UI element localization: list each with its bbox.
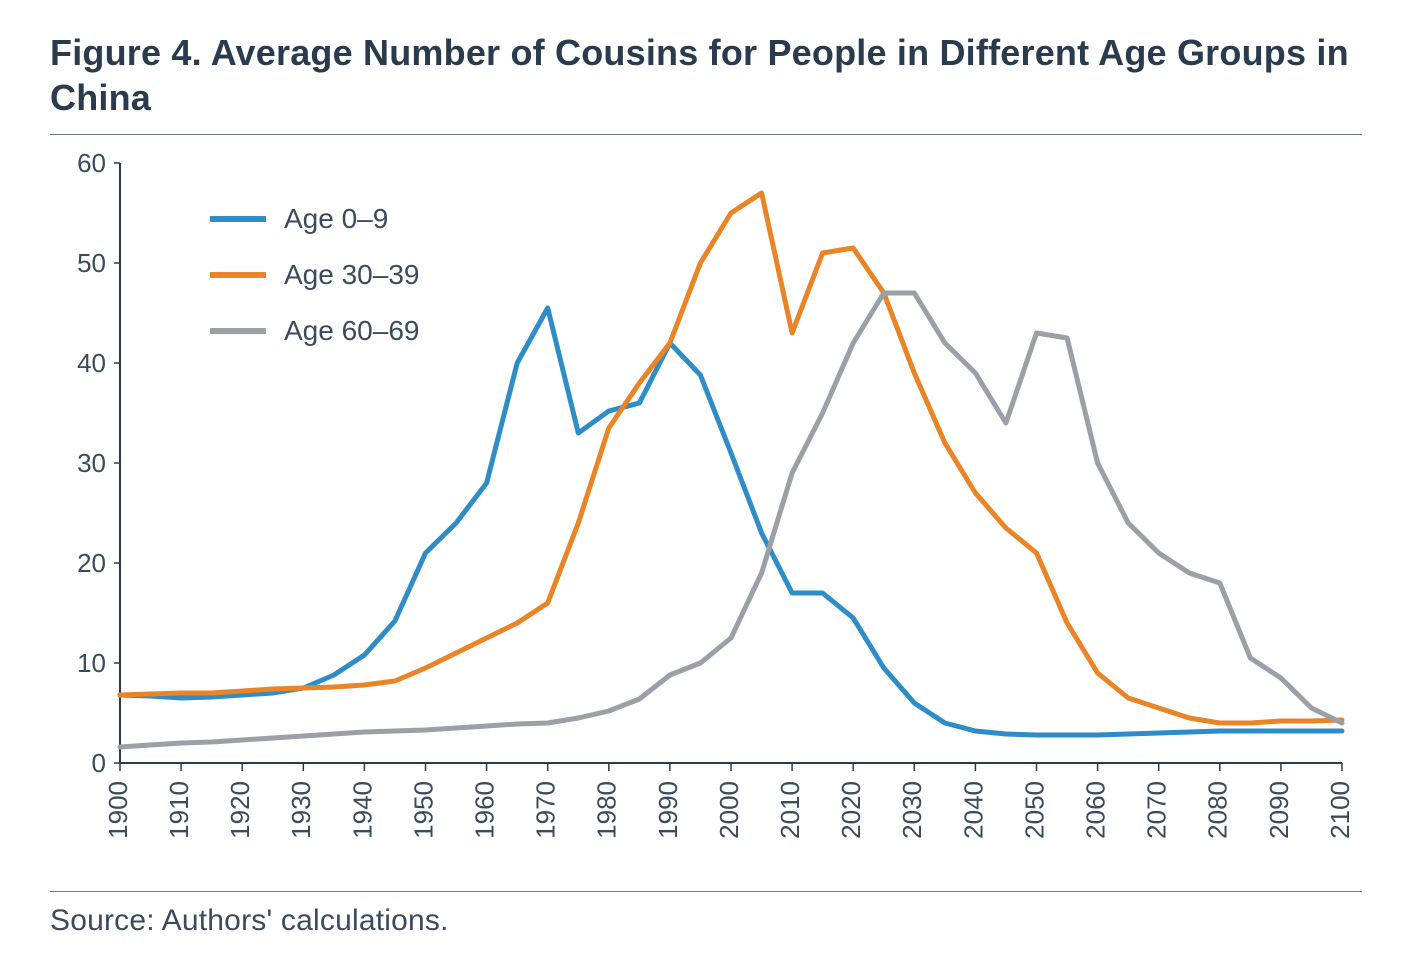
legend-swatch-icon	[210, 216, 266, 222]
svg-text:1960: 1960	[469, 781, 499, 839]
top-rule	[50, 134, 1362, 135]
svg-text:2000: 2000	[714, 781, 744, 839]
svg-text:20: 20	[77, 548, 106, 578]
svg-text:1900: 1900	[103, 781, 133, 839]
svg-text:40: 40	[77, 348, 106, 378]
svg-text:2040: 2040	[958, 781, 988, 839]
svg-text:2010: 2010	[775, 781, 805, 839]
legend-label: Age 60–69	[284, 315, 419, 347]
figure-container: Figure 4. Average Number of Cousins for …	[0, 0, 1412, 980]
svg-text:0: 0	[92, 748, 106, 778]
svg-text:1950: 1950	[408, 781, 438, 839]
legend-item-age-0-9: Age 0–9	[210, 203, 419, 235]
svg-text:2070: 2070	[1142, 781, 1172, 839]
figure-title: Figure 4. Average Number of Cousins for …	[50, 30, 1362, 120]
svg-text:1920: 1920	[225, 781, 255, 839]
svg-text:60: 60	[77, 153, 106, 178]
svg-text:2100: 2100	[1325, 781, 1355, 839]
svg-text:10: 10	[77, 648, 106, 678]
chart-area: 0102030405060190019101920193019401950196…	[50, 153, 1362, 873]
legend-item-age-30-39: Age 30–39	[210, 259, 419, 291]
svg-text:2090: 2090	[1264, 781, 1294, 839]
svg-text:2050: 2050	[1019, 781, 1049, 839]
svg-text:2060: 2060	[1080, 781, 1110, 839]
svg-text:30: 30	[77, 448, 106, 478]
svg-text:50: 50	[77, 248, 106, 278]
svg-text:1990: 1990	[653, 781, 683, 839]
svg-text:2030: 2030	[897, 781, 927, 839]
figure-source: Source: Authors' calculations.	[50, 904, 1362, 938]
chart-legend: Age 0–9 Age 30–39 Age 60–69	[210, 203, 419, 371]
svg-text:1930: 1930	[286, 781, 316, 839]
svg-text:2020: 2020	[836, 781, 866, 839]
svg-text:1910: 1910	[164, 781, 194, 839]
svg-text:1980: 1980	[592, 781, 622, 839]
legend-label: Age 0–9	[284, 203, 388, 235]
svg-text:1970: 1970	[531, 781, 561, 839]
legend-swatch-icon	[210, 272, 266, 278]
legend-swatch-icon	[210, 328, 266, 334]
legend-label: Age 30–39	[284, 259, 419, 291]
legend-item-age-60-69: Age 60–69	[210, 315, 419, 347]
svg-text:1940: 1940	[347, 781, 377, 839]
bottom-rule	[50, 891, 1362, 892]
svg-text:2080: 2080	[1203, 781, 1233, 839]
